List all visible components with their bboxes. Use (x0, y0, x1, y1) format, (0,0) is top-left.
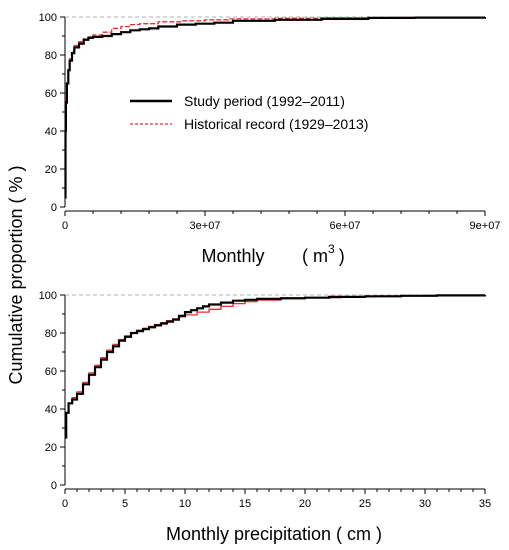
series-group (65, 294, 487, 439)
y-axis-label: Cumulative proportion ( % ) (6, 165, 26, 384)
series-group (64, 16, 487, 199)
x-tick-label: 0 (62, 220, 68, 232)
x-tick-label: 20 (299, 498, 311, 510)
legend-label-historical: Historical record (1929–2013) (184, 116, 368, 132)
legend: Study period (1992–2011) Historical reco… (130, 93, 368, 132)
series-historical-record (65, 294, 486, 439)
y-tick-label: 80 (45, 50, 57, 62)
x-tick-label: 15 (239, 498, 251, 510)
x-tick-label: 30 (419, 498, 431, 510)
y-tick-label: 20 (45, 442, 57, 454)
x-tick-label: 6e+07 (330, 220, 361, 232)
y-tick-label: 60 (45, 88, 57, 100)
legend-label-study: Study period (1992–2011) (184, 93, 345, 109)
y-tick-label: 80 (45, 328, 57, 340)
y-tick-label: 100 (39, 12, 57, 24)
series-study-period (65, 294, 487, 439)
x-axis-unit: ( m3) (302, 242, 345, 266)
y-tick-label: 40 (45, 404, 57, 416)
y-tick-label: 60 (45, 366, 57, 378)
axes: 0 20 40 60 80 100 0 5 10 15 20 25 30 35 (39, 290, 491, 510)
x-axis-label: Monthly precipitation ( cm ) (166, 524, 382, 544)
x-tick-label: 3e+07 (190, 220, 221, 232)
chart-panel-monthly-precipitation: 0 20 40 60 80 100 0 5 10 15 20 25 30 35 Monthly preci… (39, 290, 491, 544)
x-axis-unit-superscript: 3 (328, 242, 335, 256)
series-study-period (64, 16, 487, 199)
y-tick-label: 0 (51, 480, 57, 492)
x-tick-label: 9e+07 (470, 220, 501, 232)
y-tick-label: 0 (51, 202, 57, 214)
x-tick-label: 25 (359, 498, 371, 510)
x-axis-label: Monthly (201, 246, 264, 266)
y-tick-label: 100 (39, 290, 57, 302)
y-tick-label: 20 (45, 164, 57, 176)
y-tick-label: 40 (45, 126, 57, 138)
axes: 0 20 40 60 80 100 0 3e+07 6e+07 9e+07 (39, 12, 501, 232)
chart-panel-monthly-volume: 0 20 40 60 80 100 0 3e+07 6e+07 9e+07 Monthly ( m… (39, 12, 501, 266)
x-tick-label: 0 (62, 498, 68, 510)
x-tick-label: 5 (122, 498, 128, 510)
x-tick-label: 35 (479, 498, 491, 510)
x-tick-label: 10 (179, 498, 191, 510)
